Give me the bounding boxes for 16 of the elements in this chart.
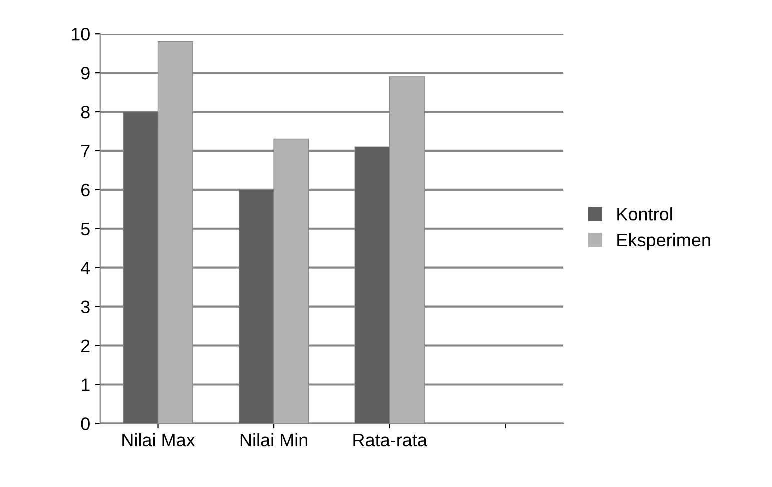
y-tick-label: 3: [81, 300, 90, 314]
y-tick-label: 8: [81, 106, 90, 119]
y-tick-label: 2: [82, 340, 90, 352]
x-tick-label: Nilai Max: [122, 433, 196, 447]
x-tick-label: Rata-rata: [354, 434, 428, 447]
y-tick-label: 4: [81, 262, 90, 274]
x-tick-label: Nilai Min: [240, 433, 308, 447]
y-tick-label: 9: [81, 66, 90, 80]
y-tick-label: 6: [82, 184, 90, 197]
y-tick-label: 0: [81, 418, 90, 430]
y-tick-label: 10: [72, 28, 90, 41]
y-tick-label: 7: [82, 145, 90, 158]
legend-label: Kontrol: [618, 208, 672, 221]
y-tick-label: 1: [82, 378, 90, 392]
legend-label: Eksperimen: [618, 233, 710, 250]
y-tick-label: 5: [81, 223, 90, 236]
